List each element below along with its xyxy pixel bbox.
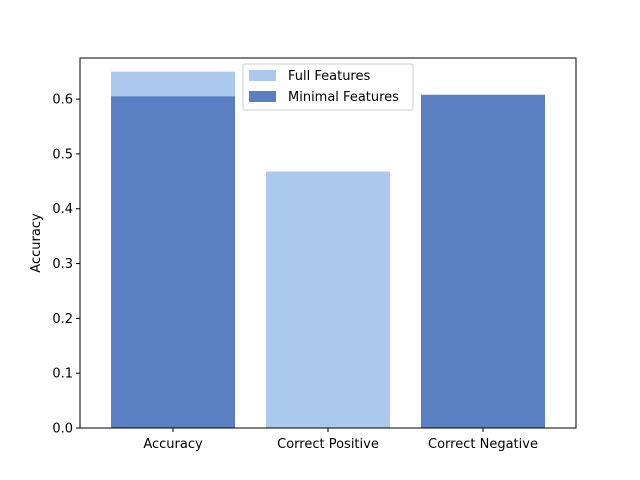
x-tick-label: Correct Negative [428, 437, 538, 452]
bar-minimal-features-correct-negative [421, 94, 545, 428]
legend-label: Minimal Features [288, 90, 399, 105]
legend-box [242, 63, 414, 111]
y-tick-label: 0.4 [52, 202, 73, 217]
x-axis: Accuracy Correct Positive Correct Negative [143, 428, 538, 452]
y-axis: 0.0 0.1 0.2 0.3 0.4 0.5 0.6 [52, 93, 80, 437]
legend: Full Features Minimal Features [242, 63, 414, 111]
legend-swatch [249, 70, 276, 81]
y-tick-label: 0.1 [52, 367, 73, 382]
legend-swatch [249, 91, 276, 102]
x-tick-label: Accuracy [143, 437, 203, 452]
bar-minimal-features-accuracy [111, 96, 235, 429]
bar-full-features-correct-positive [266, 171, 390, 428]
y-axis-label: Accuracy [29, 213, 44, 273]
y-tick-label: 0.0 [52, 422, 73, 437]
y-tick-label: 0.2 [52, 312, 73, 327]
y-tick-label: 0.3 [52, 257, 73, 272]
x-tick-label: Correct Positive [277, 437, 379, 452]
y-tick-label: 0.6 [52, 93, 73, 108]
bars-layer [111, 71, 545, 429]
y-tick-label: 0.5 [52, 147, 73, 162]
legend-label: Full Features [288, 69, 370, 84]
